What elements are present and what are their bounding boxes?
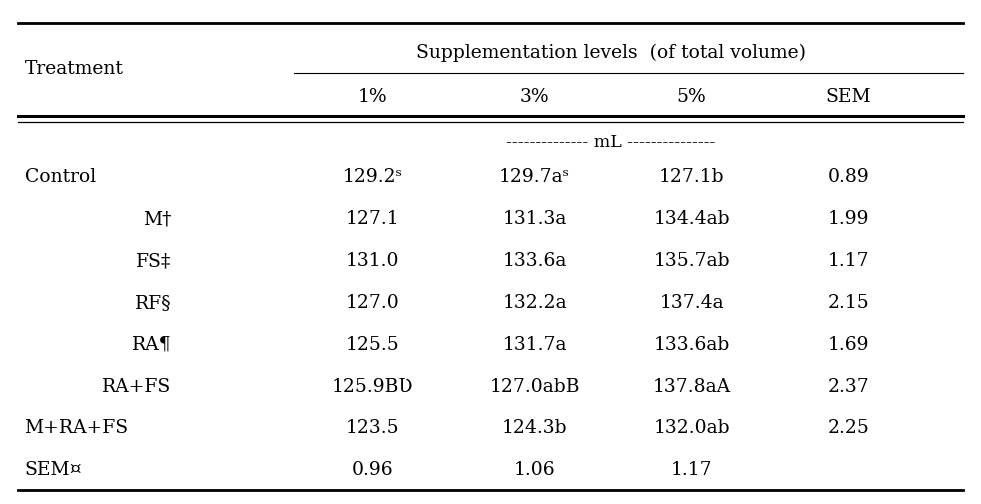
Text: 133.6ab: 133.6ab [653, 336, 730, 354]
Text: 131.3a: 131.3a [502, 210, 567, 228]
Text: FS‡: FS‡ [136, 252, 172, 270]
Text: RA¶: RA¶ [132, 336, 172, 354]
Text: 2.37: 2.37 [828, 377, 869, 396]
Text: 124.3b: 124.3b [502, 419, 567, 437]
Text: M†: M† [143, 210, 172, 228]
Text: 1.99: 1.99 [828, 210, 869, 228]
Text: 0.96: 0.96 [352, 461, 393, 479]
Text: 3%: 3% [520, 88, 549, 106]
Text: 129.7aˢ: 129.7aˢ [499, 168, 570, 186]
Text: 1%: 1% [358, 88, 387, 106]
Text: 127.1b: 127.1b [659, 168, 724, 186]
Text: Supplementation levels  (of total volume): Supplementation levels (of total volume) [416, 44, 805, 62]
Text: 1.69: 1.69 [828, 336, 869, 354]
Text: -------------- mL ---------------: -------------- mL --------------- [506, 134, 715, 151]
Text: 1.17: 1.17 [828, 252, 869, 270]
Text: Control: Control [25, 168, 96, 186]
Text: 135.7ab: 135.7ab [653, 252, 730, 270]
Text: 132.0ab: 132.0ab [653, 419, 730, 437]
Text: 123.5: 123.5 [346, 419, 399, 437]
Text: Treatment: Treatment [25, 60, 124, 78]
Text: 137.8aA: 137.8aA [652, 377, 731, 396]
Text: 1.06: 1.06 [514, 461, 555, 479]
Text: 131.7a: 131.7a [502, 336, 567, 354]
Text: M+RA+FS: M+RA+FS [25, 419, 129, 437]
Text: 125.5: 125.5 [346, 336, 399, 354]
Text: 2.15: 2.15 [828, 294, 869, 312]
Text: 133.6a: 133.6a [502, 252, 567, 270]
Text: 131.0: 131.0 [346, 252, 399, 270]
Text: 5%: 5% [677, 88, 706, 106]
Text: SEM¤: SEM¤ [25, 461, 82, 479]
Text: 2.25: 2.25 [828, 419, 869, 437]
Text: RF§: RF§ [135, 294, 172, 312]
Text: 132.2a: 132.2a [502, 294, 567, 312]
Text: 134.4ab: 134.4ab [653, 210, 730, 228]
Text: 137.4a: 137.4a [659, 294, 724, 312]
Text: 129.2ˢ: 129.2ˢ [342, 168, 403, 186]
Text: 125.9BƲ: 125.9BƲ [332, 377, 414, 396]
Text: 1.17: 1.17 [671, 461, 712, 479]
Text: 127.0abB: 127.0abB [490, 377, 580, 396]
Text: 127.0: 127.0 [346, 294, 399, 312]
Text: 0.89: 0.89 [828, 168, 869, 186]
Text: 127.1: 127.1 [346, 210, 399, 228]
Text: RA+FS: RA+FS [102, 377, 172, 396]
Text: SEM: SEM [826, 88, 871, 106]
